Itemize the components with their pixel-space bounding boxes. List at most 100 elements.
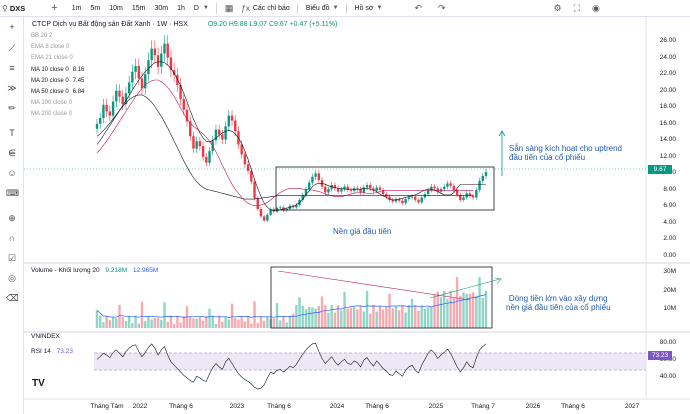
settings-icon[interactable]: ⚙ — [553, 2, 562, 13]
price-tick: 8.00 — [663, 185, 676, 193]
volume-bar — [346, 308, 349, 328]
volume-bar — [349, 307, 353, 328]
undo-icon[interactable]: ↶ — [414, 2, 422, 13]
timeframe-30m[interactable]: 30m — [154, 4, 169, 12]
pitchfork-icon[interactable]: ≫ — [7, 83, 17, 93]
indicator-4[interactable]: MA 20 close 0 7.45 — [31, 78, 84, 84]
indicator-1[interactable]: EMA 8 close 0 — [31, 44, 73, 50]
candle-body — [362, 187, 366, 193]
candle-body — [153, 48, 157, 56]
indicator-7[interactable]: MA 200 close 0 — [31, 111, 76, 117]
volume-legend: Volume - Khối lượng 20 9.218M 12.965M — [31, 267, 158, 274]
redo-icon[interactable]: ↷ — [438, 2, 446, 13]
indicator-2[interactable]: EMA 21 close 0 — [31, 55, 77, 61]
indicator-5[interactable]: MA 50 close 0 6.84 — [31, 89, 84, 95]
candles-icon[interactable]: ▦ — [224, 2, 234, 13]
eye-icon[interactable]: ◎ — [8, 273, 16, 283]
candle-body — [124, 93, 128, 104]
volume-box[interactable] — [270, 266, 493, 329]
magnet-icon[interactable]: ∩ — [8, 233, 16, 243]
indicator-6[interactable]: MA 100 close 0 — [31, 100, 76, 106]
lock-icon[interactable]: ☑ — [7, 253, 17, 263]
tradingview-logo[interactable]: TV — [32, 378, 45, 389]
base-annotation[interactable]: Nền giá đầu tiên — [333, 227, 392, 236]
base-box[interactable] — [275, 166, 495, 211]
indicator-3[interactable]: MA 10 close 0 8.16 — [31, 67, 84, 73]
volume-value: 9.218M — [105, 267, 128, 274]
indicators-icon[interactable]: ƒx — [241, 3, 250, 13]
candle-body — [459, 194, 462, 200]
candle-body — [192, 136, 195, 149]
candle-body — [160, 53, 163, 67]
volume-bar — [115, 318, 118, 328]
chevron-down-icon[interactable]: ▼ — [376, 5, 383, 11]
volume-bar — [147, 316, 150, 328]
indicator-value: 7.45 — [72, 77, 85, 84]
volume-bar — [439, 296, 443, 328]
rsi-badge: 73.23 — [648, 351, 672, 360]
timeframe-1h[interactable]: 1h — [177, 4, 185, 12]
indicator-0[interactable]: BB 20 2 — [31, 33, 56, 39]
candle-body — [182, 99, 186, 110]
chevron-down-icon[interactable]: ▼ — [202, 5, 209, 11]
chart-type-button[interactable]: Biểu đồ — [305, 4, 330, 12]
top-toolbar: ⚲ DXS + 1m 5m 10m 15m 30m 1h D ▼ ▦ ƒx Cá… — [0, 0, 690, 17]
camera-icon[interactable]: ◉ — [591, 2, 600, 13]
timeframe-10m[interactable]: 10m — [109, 4, 123, 12]
pattern-icon[interactable]: ⋹ — [8, 148, 16, 158]
trash-icon[interactable]: ⌫ — [6, 293, 19, 303]
volume-trend-line[interactable] — [277, 270, 471, 301]
indicator-label: MA 10 close 0 — [31, 66, 69, 73]
brush-icon[interactable]: ✏ — [8, 103, 16, 113]
timeframe-15m[interactable]: 15m — [131, 4, 146, 12]
profile-button[interactable]: Hồ sơ — [354, 4, 374, 12]
add-symbol-icon[interactable]: + — [51, 2, 58, 14]
horizontal-lines-icon[interactable]: ≡ — [9, 63, 15, 73]
separator — [345, 2, 347, 14]
indicator-label: MA 200 close 0 — [31, 111, 73, 118]
volume-bar — [433, 294, 436, 328]
volume-bar — [205, 316, 208, 328]
candle-body — [208, 151, 211, 163]
candle-body — [99, 118, 102, 124]
volume-tick: 30M — [663, 268, 676, 275]
rsi-line — [96, 342, 487, 390]
chevron-down-icon[interactable]: ▼ — [332, 5, 339, 11]
trend-line-icon[interactable]: ⟋ — [8, 43, 16, 53]
volume-bar — [111, 317, 115, 328]
candle-body — [250, 170, 253, 182]
candle-body — [346, 186, 349, 190]
fullscreen-icon[interactable]: ⛶ — [573, 2, 580, 13]
volume-bar — [385, 306, 388, 328]
candle-body — [156, 55, 160, 67]
timeframe-d[interactable]: D — [193, 4, 199, 12]
candle-body — [446, 183, 449, 187]
moving-averages-layer — [96, 61, 486, 211]
candle-body — [336, 188, 340, 192]
symbol-title: CTCP Dịch vụ Bất động sản Đất Xanh · 1W … — [32, 21, 188, 28]
volume-annotation[interactable]: Dòng tiền lớn vào xây dựng nền giá đầu t… — [506, 294, 611, 312]
volume-bar — [407, 304, 411, 328]
volume-bar — [262, 320, 266, 328]
smiley-icon[interactable]: ☺ — [7, 168, 17, 178]
volume-bar — [359, 305, 362, 328]
volume-arrow[interactable] — [429, 278, 501, 299]
candle-body — [166, 43, 169, 58]
volume-bar — [333, 312, 337, 328]
timeframe-5m[interactable]: 5m — [90, 4, 101, 12]
ruler-icon[interactable]: ⌨ — [6, 188, 19, 198]
volume-bar — [153, 318, 157, 328]
timeframe-1m[interactable]: 1m — [71, 4, 82, 12]
text-icon[interactable]: T — [9, 128, 15, 138]
uptrend-annotation[interactable]: Sẵn sàng kích hoạt cho uptrend đầu tiên … — [509, 144, 622, 162]
candle-body — [352, 188, 356, 191]
volume-bar — [391, 308, 394, 328]
volume-bar — [227, 319, 231, 328]
symbol-search[interactable]: DXS — [9, 3, 26, 13]
volume-bar — [320, 296, 324, 328]
search-icon[interactable]: ⚲ — [2, 3, 8, 13]
indicators-button[interactable]: Các chỉ báo — [252, 4, 290, 12]
crosshair-icon[interactable]: + — [9, 22, 15, 32]
zoom-in-icon[interactable]: ⊕ — [8, 213, 16, 223]
